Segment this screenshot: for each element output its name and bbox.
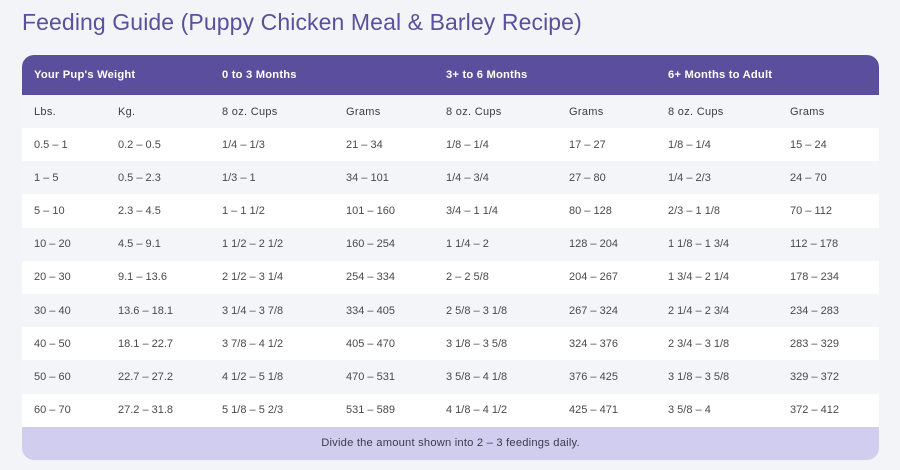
cell-cups-0-3: 2 1/2 – 3 1/4 (222, 271, 284, 284)
cell-grams-3-6: 80 – 128 (569, 204, 612, 217)
cell-cups-6-adult: 3 5/8 – 4 (668, 404, 711, 417)
cell-grams-6-adult: 24 – 70 (790, 171, 827, 184)
cell-grams-6-adult: 70 – 112 (790, 204, 833, 217)
cell-grams-3-6: 204 – 267 (569, 271, 618, 284)
cell-cups-3-6: 3/4 – 1 1/4 (446, 204, 498, 217)
cell-cups-3-6: 1/4 – 3/4 (446, 171, 489, 184)
header-age-6-adult: 6+ Months to Adult (668, 69, 773, 81)
cell-cups-3-6: 1/8 – 1/4 (446, 138, 489, 151)
cell-lbs: 0.5 – 1 (34, 138, 68, 151)
cell-lbs: 1 – 5 (34, 171, 59, 184)
cell-grams-6-adult: 329 – 372 (790, 370, 839, 383)
cell-kg: 4.5 – 9.1 (118, 238, 161, 251)
table-group-header-row: Your Pup's Weight 0 to 3 Months 3+ to 6 … (22, 55, 879, 95)
cell-grams-3-6: 17 – 27 (569, 138, 606, 151)
cell-kg: 27.2 – 31.8 (118, 404, 174, 417)
table-row: 40 – 50 18.1 – 22.7 3 7/8 – 4 1/2 405 – … (22, 327, 879, 361)
feeding-guide-table: Your Pup's Weight 0 to 3 Months 3+ to 6 … (22, 55, 879, 460)
cell-kg: 13.6 – 18.1 (118, 304, 174, 317)
cell-cups-3-6: 1 1/4 – 2 (446, 238, 489, 251)
table-row: 60 – 70 27.2 – 31.8 5 1/8 – 5 2/3 531 – … (22, 393, 879, 427)
subheader-kg: Kg. (118, 105, 136, 118)
cell-lbs: 40 – 50 (34, 337, 71, 350)
cell-cups-0-3: 5 1/8 – 5 2/3 (222, 404, 284, 417)
table-row: 0.5 – 1 0.2 – 0.5 1/4 – 1/3 21 – 34 1/8 … (22, 128, 879, 162)
footer-note-text: Divide the amount shown into 2 – 3 feedi… (321, 437, 580, 450)
cell-cups-0-3: 1/4 – 1/3 (222, 138, 265, 151)
cell-kg: 9.1 – 13.6 (118, 271, 167, 284)
cell-grams-6-adult: 372 – 412 (790, 404, 839, 417)
cell-lbs: 60 – 70 (34, 404, 71, 417)
cell-cups-6-adult: 2 3/4 – 3 1/8 (668, 337, 730, 350)
cell-lbs: 50 – 60 (34, 370, 71, 383)
cell-cups-3-6: 2 5/8 – 3 1/8 (446, 304, 508, 317)
subheader-cups-3-6: 8 oz. Cups (446, 105, 502, 118)
cell-kg: 0.5 – 2.3 (118, 171, 161, 184)
cell-grams-3-6: 425 – 471 (569, 404, 618, 417)
cell-cups-6-adult: 1 3/4 – 2 1/4 (668, 271, 730, 284)
table-row: 1 – 5 0.5 – 2.3 1/3 – 1 34 – 101 1/4 – 3… (22, 161, 879, 195)
cell-cups-0-3: 4 1/2 – 5 1/8 (222, 370, 284, 383)
subheader-lbs: Lbs. (34, 105, 56, 118)
cell-lbs: 5 – 10 (34, 204, 65, 217)
cell-cups-0-3: 1/3 – 1 (222, 171, 256, 184)
cell-grams-3-6: 376 – 425 (569, 370, 618, 383)
cell-grams-0-3: 531 – 589 (346, 404, 395, 417)
cell-kg: 18.1 – 22.7 (118, 337, 174, 350)
cell-cups-6-adult: 3 1/8 – 3 5/8 (668, 370, 730, 383)
header-age-0-3: 0 to 3 Months (222, 69, 297, 81)
table-footer-note: Divide the amount shown into 2 – 3 feedi… (22, 426, 879, 460)
cell-grams-6-adult: 234 – 283 (790, 304, 839, 317)
cell-kg: 22.7 – 27.2 (118, 370, 174, 383)
cell-lbs: 10 – 20 (34, 238, 71, 251)
cell-cups-0-3: 3 1/4 – 3 7/8 (222, 304, 284, 317)
cell-grams-0-3: 21 – 34 (346, 138, 383, 151)
cell-cups-3-6: 2 – 2 5/8 (446, 271, 489, 284)
cell-cups-3-6: 3 1/8 – 3 5/8 (446, 337, 508, 350)
subheader-grams-0-3: Grams (346, 105, 381, 118)
cell-grams-0-3: 470 – 531 (346, 370, 395, 383)
cell-grams-0-3: 254 – 334 (346, 271, 395, 284)
cell-cups-6-adult: 2/3 – 1 1/8 (668, 204, 720, 217)
cell-kg: 0.2 – 0.5 (118, 138, 161, 151)
cell-grams-6-adult: 178 – 234 (790, 271, 839, 284)
header-weight: Your Pup's Weight (34, 69, 136, 81)
table-row: 10 – 20 4.5 – 9.1 1 1/2 – 2 1/2 160 – 25… (22, 227, 879, 261)
cell-cups-0-3: 1 – 1 1/2 (222, 204, 265, 217)
cell-grams-6-adult: 112 – 178 (790, 238, 839, 251)
cell-grams-3-6: 128 – 204 (569, 238, 618, 251)
cell-grams-3-6: 267 – 324 (569, 304, 618, 317)
subheader-cups-0-3: 8 oz. Cups (222, 105, 278, 118)
cell-grams-6-adult: 15 – 24 (790, 138, 827, 151)
cell-cups-6-adult: 1 1/8 – 1 3/4 (668, 238, 730, 251)
header-age-3-6: 3+ to 6 Months (446, 69, 528, 81)
cell-cups-3-6: 4 1/8 – 4 1/2 (446, 404, 508, 417)
cell-cups-6-adult: 1/4 – 2/3 (668, 171, 711, 184)
cell-cups-0-3: 1 1/2 – 2 1/2 (222, 238, 284, 251)
table-row: 20 – 30 9.1 – 13.6 2 1/2 – 3 1/4 254 – 3… (22, 260, 879, 294)
cell-kg: 2.3 – 4.5 (118, 204, 161, 217)
page-title: Feeding Guide (Puppy Chicken Meal & Barl… (22, 9, 582, 35)
cell-grams-6-adult: 283 – 329 (790, 337, 839, 350)
cell-grams-0-3: 405 – 470 (346, 337, 395, 350)
cell-grams-0-3: 160 – 254 (346, 238, 395, 251)
cell-grams-0-3: 101 – 160 (346, 204, 395, 217)
table-subheader-row: Lbs. Kg. 8 oz. Cups Grams 8 oz. Cups Gra… (22, 95, 879, 128)
cell-grams-0-3: 334 – 405 (346, 304, 395, 317)
subheader-grams-6-adult: Grams (790, 105, 825, 118)
cell-cups-6-adult: 1/8 – 1/4 (668, 138, 711, 151)
cell-cups-3-6: 3 5/8 – 4 1/8 (446, 370, 508, 383)
subheader-cups-6-adult: 8 oz. Cups (668, 105, 724, 118)
table-row: 30 – 40 13.6 – 18.1 3 1/4 – 3 7/8 334 – … (22, 293, 879, 328)
cell-grams-3-6: 27 – 80 (569, 171, 606, 184)
cell-lbs: 30 – 40 (34, 304, 71, 317)
cell-cups-0-3: 3 7/8 – 4 1/2 (222, 337, 284, 350)
table-row: 50 – 60 22.7 – 27.2 4 1/2 – 5 1/8 470 – … (22, 360, 879, 394)
subheader-grams-3-6: Grams (569, 105, 604, 118)
cell-grams-3-6: 324 – 376 (569, 337, 618, 350)
cell-cups-6-adult: 2 1/4 – 2 3/4 (668, 304, 730, 317)
cell-grams-0-3: 34 – 101 (346, 171, 389, 184)
table-row: 5 – 10 2.3 – 4.5 1 – 1 1/2 101 – 160 3/4… (22, 194, 879, 228)
cell-lbs: 20 – 30 (34, 271, 71, 284)
